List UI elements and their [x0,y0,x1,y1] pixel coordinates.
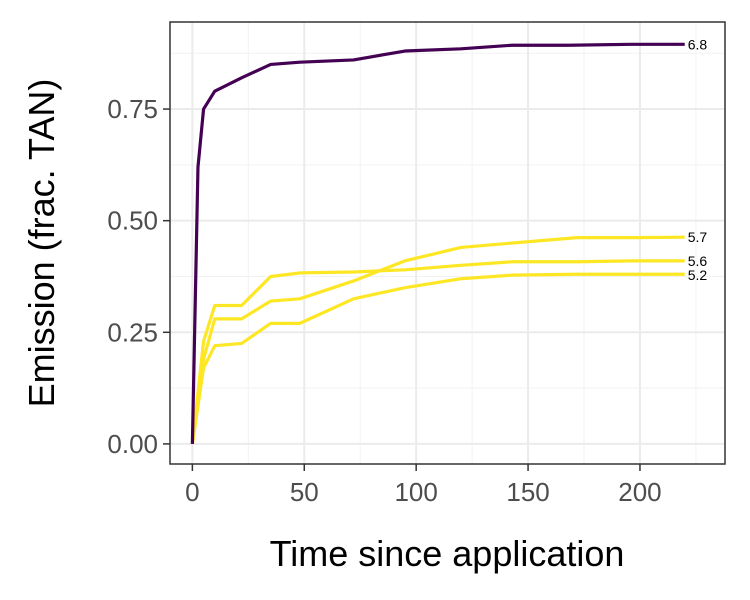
y-tick-label: 0.25 [107,317,158,347]
x-axis-ticks: 0 50 100 150 200 [185,464,662,507]
series-line-5-6 [190,259,685,445]
end-label-6-8: 6.8 [688,36,708,52]
x-tick-label: 150 [506,477,549,507]
line-end-labels: 6.8 5.7 5.65.2 [688,36,708,283]
x-tick-label: 0 [185,477,199,507]
end-label-5-6: 5.6 [688,253,708,269]
y-tick-label: 0.75 [107,94,158,124]
x-tick-label: 50 [290,477,319,507]
series-line-5-7 [190,235,685,445]
y-axis-ticks: 0.00 0.25 0.50 0.75 [107,94,170,459]
end-label-5-7: 5.7 [688,229,708,245]
y-tick-label: 0.50 [107,206,158,236]
plot-background [170,22,725,464]
plot-panel-border [169,21,726,465]
x-axis-title: Time since application [270,533,625,574]
series-line-6-8 [190,42,685,444]
series-lines [190,42,685,445]
x-tick-label: 100 [394,477,437,507]
minor-gridlines [170,22,725,464]
series-line-5-2 [190,272,685,445]
end-label-5-2: 5.2 [688,267,708,283]
y-axis-title: Emission (frac. TAN) [21,79,62,408]
y-tick-label: 0.00 [107,429,158,459]
x-tick-label: 200 [618,477,661,507]
